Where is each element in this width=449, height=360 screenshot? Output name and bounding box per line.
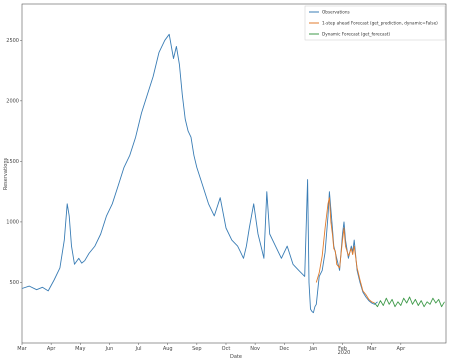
series-line-observations: [21, 33, 378, 314]
y-tick-label: 500: [9, 280, 19, 286]
x-axis-label: Date: [230, 354, 242, 360]
y-tick-label: 1500: [6, 159, 19, 165]
x-tick-label: Apr: [47, 346, 57, 352]
x-tick-label: Nov: [250, 346, 260, 352]
y-axis-label: Reservations: [3, 157, 9, 190]
plot-area: [21, 3, 447, 344]
series-line-dynamic-forecast: [374, 296, 445, 308]
legend-label-dynamic-forecast: Dynamic Forecast (get_forecast): [322, 32, 390, 37]
legend-box: [304, 5, 446, 41]
x-tick-label: Oct: [222, 346, 231, 352]
y-tick-label: 1000: [6, 220, 19, 226]
x-tick-label: Jan: [309, 346, 318, 352]
x-tick-label: Jul: [135, 346, 142, 352]
legend-label-observations: Observations: [322, 10, 350, 15]
x-axis-year-label: 2020: [338, 350, 351, 356]
x-tick-label: Feb: [338, 346, 347, 352]
x-tick-label: Sep: [192, 346, 201, 352]
x-tick-label: Dec: [279, 346, 289, 352]
y-tick-label: 2500: [6, 38, 19, 44]
series-line-one-step-forecast: [315, 197, 375, 304]
x-tick-label: Jun: [105, 346, 114, 352]
x-tick-label: Aug: [163, 346, 173, 352]
y-tick-label: 2000: [6, 99, 19, 105]
x-tick-label: Apr: [397, 346, 407, 352]
x-axis-ticks: Mar Apr May Jun Jul Aug Sep Oct Nov Dec Jan Feb Mar A…: [17, 343, 406, 352]
x-tick-label: Mar: [17, 346, 27, 352]
series-layer: [21, 33, 445, 314]
x-tick-label: Mar: [367, 346, 377, 352]
x-tick-label: May: [75, 346, 85, 352]
y-axis-ticks: 500 1000 1500 2000 2500: [6, 38, 22, 286]
legend: Observations 1-step ahead Forecast (get_…: [304, 5, 446, 41]
legend-label-one-step-forecast: 1-step ahead Forecast (get_prediction, d…: [322, 21, 438, 26]
